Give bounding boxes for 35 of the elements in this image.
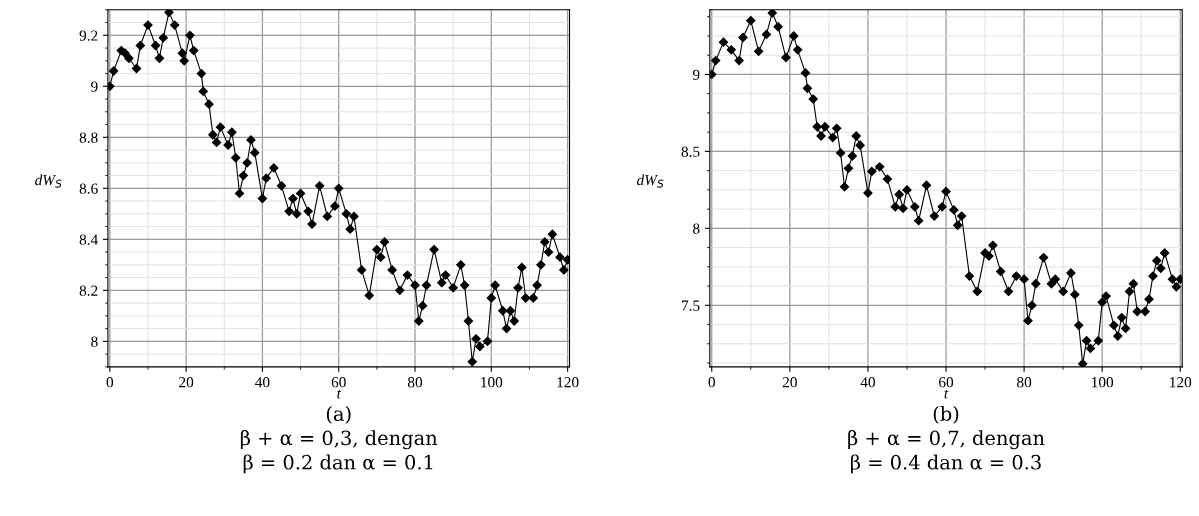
text: β = 0.2 dan α = 0.1 bbox=[243, 454, 433, 474]
x-tick-label: 100 bbox=[1092, 377, 1114, 388]
x-tick-label: 60 bbox=[331, 377, 346, 388]
y-tick-label: 8 bbox=[693, 223, 700, 234]
text: β = 0.4 dan α = 0.3 bbox=[851, 454, 1041, 474]
y-tick-label: 7.5 bbox=[682, 300, 700, 311]
y-tick-label: 9 bbox=[692, 69, 700, 80]
x-tick-label: 0 bbox=[106, 377, 114, 388]
y-tick-label: 9 bbox=[91, 81, 98, 92]
x-tick-label: 100 bbox=[481, 377, 503, 388]
y-axis-title: dW$_{S}$ bbox=[35, 174, 62, 188]
y-tick-label: 8.6 bbox=[79, 183, 98, 194]
text: β + α = 0,3, dengan bbox=[240, 430, 438, 450]
x-tick-label: 80 bbox=[407, 377, 423, 388]
y-tick-label: 9.2 bbox=[79, 30, 98, 41]
y-tick-label: 8.5 bbox=[681, 146, 700, 157]
x-tick-label: 40 bbox=[860, 377, 875, 388]
y-axis-title: dW$_{S}$ bbox=[636, 174, 664, 188]
x-tick-label: 120 bbox=[1170, 377, 1192, 388]
x-tick-label: 20 bbox=[179, 377, 194, 388]
x-tick-label: 60 bbox=[939, 377, 954, 388]
x-tick-label: 0 bbox=[708, 377, 715, 388]
y-tick-label: 8.8 bbox=[79, 132, 98, 143]
x-tick-label: 120 bbox=[557, 377, 579, 388]
x-axis-title: t bbox=[944, 389, 949, 399]
y-tick-label: 8.2 bbox=[79, 285, 98, 296]
x-tick-label: 80 bbox=[1017, 377, 1032, 388]
text: (a) bbox=[326, 405, 351, 424]
x-tick-label: 40 bbox=[255, 377, 270, 388]
x-tick-label: 20 bbox=[782, 377, 797, 388]
y-tick-label: 8.4 bbox=[79, 234, 98, 245]
text: β + α = 0,7, dengan bbox=[848, 430, 1045, 450]
x-axis-title: t bbox=[337, 389, 342, 399]
y-tick-label: 8 bbox=[91, 336, 98, 347]
text: (b) bbox=[933, 405, 959, 424]
